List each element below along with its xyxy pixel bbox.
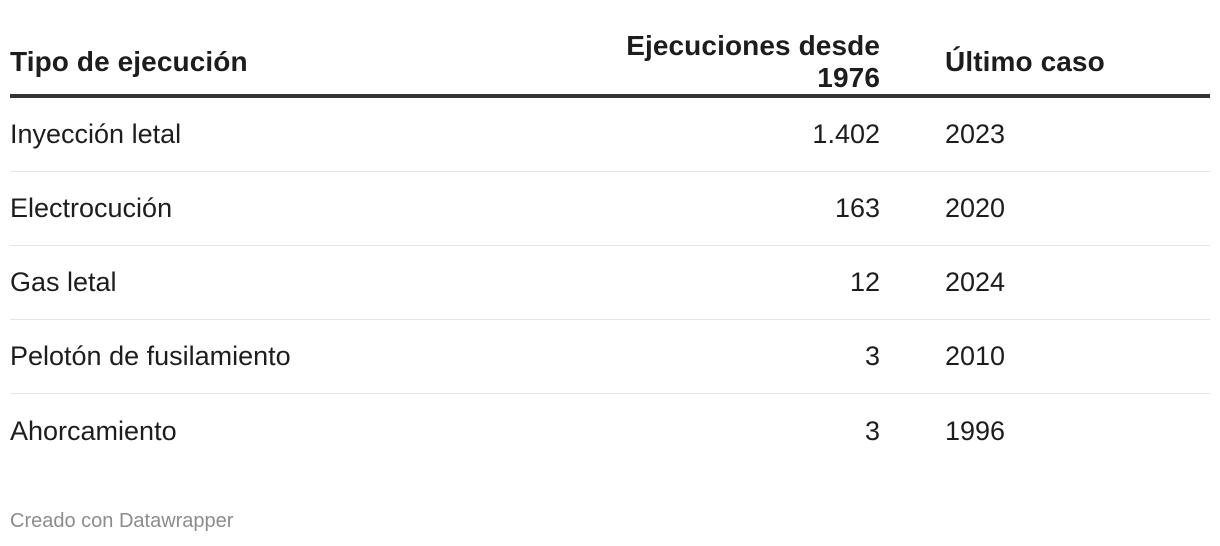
credit-footer: Creado con Datawrapper [10, 510, 234, 532]
table-row: Electrocución 163 2020 [10, 172, 1210, 246]
table-row: Inyección letal 1.402 2023 [10, 98, 1210, 172]
cell-count: 163 [834, 193, 880, 223]
cell-type: Ahorcamiento [10, 415, 177, 446]
cell-type: Gas letal [10, 267, 117, 297]
cell-last-case: 2023 [945, 119, 1006, 149]
table-header: Tipo de ejecución Ejecuciones desde 1976… [10, 30, 1210, 98]
cell-last-case: 2010 [945, 341, 1006, 371]
table-row: Ahorcamiento 3 1996 [10, 394, 1210, 468]
cell-last-case: 2020 [945, 193, 1006, 223]
column-header-type[interactable]: Tipo de ejecución [10, 46, 248, 77]
cell-last-case: 1996 [945, 415, 1006, 446]
cell-count: 12 [849, 267, 880, 297]
table-row: Gas letal 12 2024 [10, 246, 1210, 320]
executions-table: Tipo de ejecución Ejecuciones desde 1976… [10, 30, 1210, 468]
cell-type: Inyección letal [10, 119, 182, 149]
cell-type: Electrocución [10, 193, 173, 223]
table-row: Pelotón de fusilamiento 3 2010 [10, 320, 1210, 394]
cell-count: 1.402 [812, 119, 880, 149]
cell-type: Pelotón de fusilamiento [10, 341, 291, 371]
cell-count: 3 [864, 341, 880, 371]
cell-count: 3 [864, 415, 880, 446]
column-header-last-case[interactable]: Último caso [945, 46, 1105, 77]
column-header-count[interactable]: Ejecuciones desde 1976 [626, 30, 880, 93]
cell-last-case: 2024 [945, 267, 1006, 297]
